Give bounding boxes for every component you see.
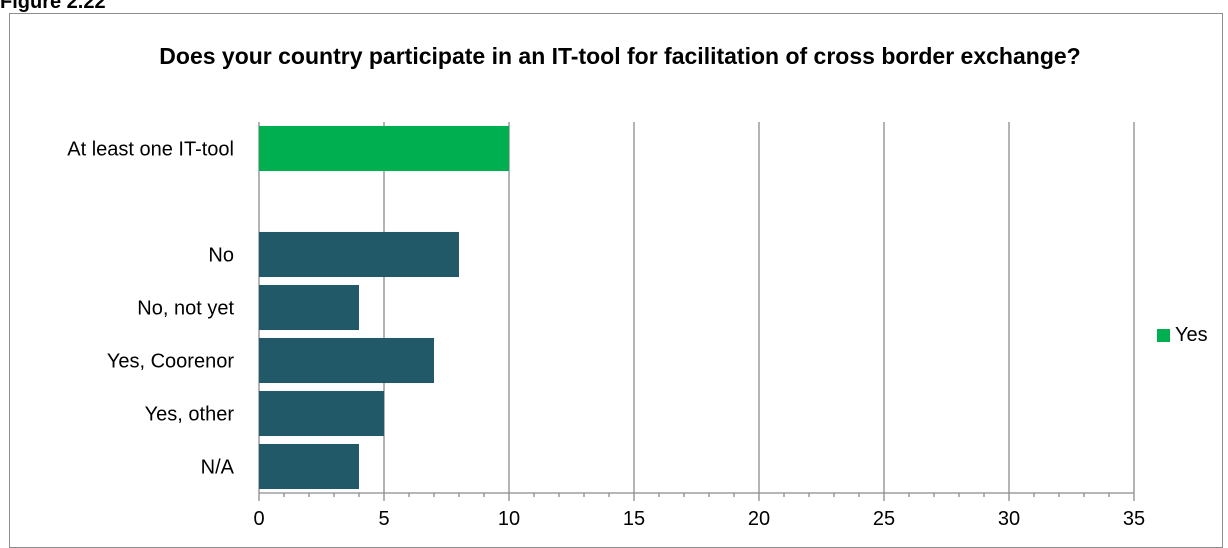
chart-frame [9, 13, 1223, 548]
category-label-6: N/A [201, 457, 235, 479]
x-tick-label-6: 30 [998, 508, 1020, 530]
bar-3 [259, 284, 359, 331]
category-label-0: At least one IT-tool [67, 139, 234, 161]
x-tick-label-5: 25 [873, 508, 895, 530]
category-label-3: No, not yet [137, 298, 234, 320]
category-label-5: Yes, other [145, 404, 235, 426]
x-tick-label-1: 5 [378, 508, 389, 530]
legend-label-0: Yes [1175, 324, 1208, 346]
x-tick-label-3: 15 [623, 508, 645, 530]
x-tick-label-0: 0 [253, 508, 264, 530]
figure-label: Figure 2.22 [0, 0, 106, 13]
bar-5 [259, 390, 384, 437]
bar-0 [259, 125, 509, 172]
bar-4 [259, 337, 434, 384]
bar-6 [259, 443, 359, 490]
bar-2 [259, 231, 459, 278]
x-tick-label-4: 20 [748, 508, 770, 530]
legend-swatch-0 [1157, 329, 1170, 342]
chart-title: Does your country participate in an IT-t… [159, 43, 1081, 69]
category-label-2: No [208, 245, 234, 267]
x-tick-label-7: 35 [1123, 508, 1145, 530]
category-label-4: Yes, Coorenor [107, 351, 234, 373]
x-tick-label-2: 10 [498, 508, 520, 530]
